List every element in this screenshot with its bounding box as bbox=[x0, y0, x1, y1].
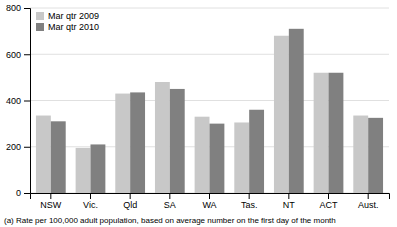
bar bbox=[115, 94, 130, 193]
y-tick-mark bbox=[24, 101, 30, 102]
footnote: (a) Rate per 100,000 adult population, b… bbox=[4, 216, 336, 225]
x-tick-mark bbox=[209, 193, 210, 199]
y-tick-label: 200 bbox=[6, 142, 21, 152]
x-tick-label: Qld bbox=[123, 200, 137, 210]
y-axis-line bbox=[24, 9, 31, 194]
x-tick: NT bbox=[283, 193, 295, 210]
x-tick-mark bbox=[50, 193, 51, 199]
x-tick: Aust. bbox=[358, 193, 379, 210]
x-tick: NSW bbox=[40, 193, 62, 210]
y-tick-mark bbox=[24, 147, 30, 148]
bar bbox=[130, 92, 145, 193]
x-tick: Tas. bbox=[241, 193, 258, 210]
bar bbox=[170, 89, 185, 193]
bar bbox=[353, 116, 368, 193]
chart: 0 200 400 600 800 NSW Vic. Qld SA WA Tas. NT ACT Aust… bbox=[0, 0, 397, 227]
x-tick-label: WA bbox=[202, 200, 216, 210]
x-axis: NSW Vic. Qld SA WA Tas. NT ACT Aust. bbox=[31, 193, 390, 210]
bar bbox=[155, 82, 170, 193]
bar bbox=[51, 121, 66, 193]
grid-line bbox=[30, 54, 389, 55]
x-tick-label: Vic. bbox=[83, 200, 98, 210]
x-tick-label: SA bbox=[164, 200, 176, 210]
bar bbox=[368, 118, 383, 193]
bar bbox=[36, 116, 51, 193]
grid-line bbox=[30, 8, 389, 9]
x-tick-label: Aust. bbox=[358, 200, 379, 210]
x-tick-mark bbox=[288, 193, 289, 199]
y-tick-label: 800 bbox=[6, 3, 21, 13]
bar bbox=[90, 144, 105, 193]
legend-label: Mar qtr 2009 bbox=[48, 11, 99, 21]
bar bbox=[195, 117, 210, 193]
legend-item: Mar qtr 2009 bbox=[36, 11, 99, 21]
y-tick-mark bbox=[24, 8, 30, 9]
x-tick-label: Tas. bbox=[241, 200, 258, 210]
x-tick: SA bbox=[164, 193, 176, 210]
bar-series bbox=[51, 29, 383, 193]
bar bbox=[76, 148, 91, 193]
y-tick-label: 600 bbox=[6, 50, 21, 60]
bar bbox=[289, 29, 304, 193]
y-axis: 0 200 400 600 800 bbox=[6, 3, 31, 198]
plot: 0 200 400 600 800 NSW Vic. Qld SA WA Tas. NT ACT Aust… bbox=[6, 3, 390, 210]
legend: Mar qtr 2009Mar qtr 2010 bbox=[36, 11, 99, 32]
x-tick-label: NT bbox=[283, 200, 295, 210]
legend-swatch bbox=[36, 23, 44, 31]
y-tick-label: 400 bbox=[6, 96, 21, 106]
x-tick-mark bbox=[169, 193, 170, 199]
bar bbox=[274, 36, 289, 193]
legend-item: Mar qtr 2010 bbox=[36, 22, 99, 32]
x-tick-mark bbox=[130, 193, 131, 199]
bar bbox=[249, 110, 264, 193]
legend-swatch bbox=[36, 12, 44, 20]
bars bbox=[36, 29, 383, 193]
legend-label: Mar qtr 2010 bbox=[48, 22, 99, 32]
y-tick-mark bbox=[24, 193, 30, 194]
y-tick-label: 0 bbox=[16, 188, 21, 198]
x-tick-label: ACT bbox=[320, 200, 339, 210]
x-axis-line bbox=[31, 194, 390, 200]
bar bbox=[314, 73, 329, 193]
x-tick: WA bbox=[202, 193, 216, 210]
y-tick: 0 bbox=[16, 188, 30, 198]
bar bbox=[329, 73, 344, 193]
y-tick: 800 bbox=[6, 3, 30, 13]
y-tick: 200 bbox=[6, 142, 30, 152]
bar-series bbox=[36, 36, 368, 193]
bar bbox=[210, 124, 225, 193]
x-tick-mark bbox=[328, 193, 329, 199]
x-tick: Qld bbox=[123, 193, 137, 210]
grid bbox=[30, 8, 389, 193]
x-tick: Vic. bbox=[83, 193, 98, 210]
x-tick-label: NSW bbox=[40, 200, 62, 210]
y-tick-mark bbox=[24, 54, 30, 55]
x-tick: ACT bbox=[320, 193, 339, 210]
bar bbox=[234, 122, 249, 193]
y-tick: 400 bbox=[6, 96, 30, 106]
y-tick: 600 bbox=[6, 50, 30, 60]
x-tick-mark bbox=[249, 193, 250, 199]
x-tick-mark bbox=[368, 193, 369, 199]
x-tick-mark bbox=[90, 193, 91, 199]
